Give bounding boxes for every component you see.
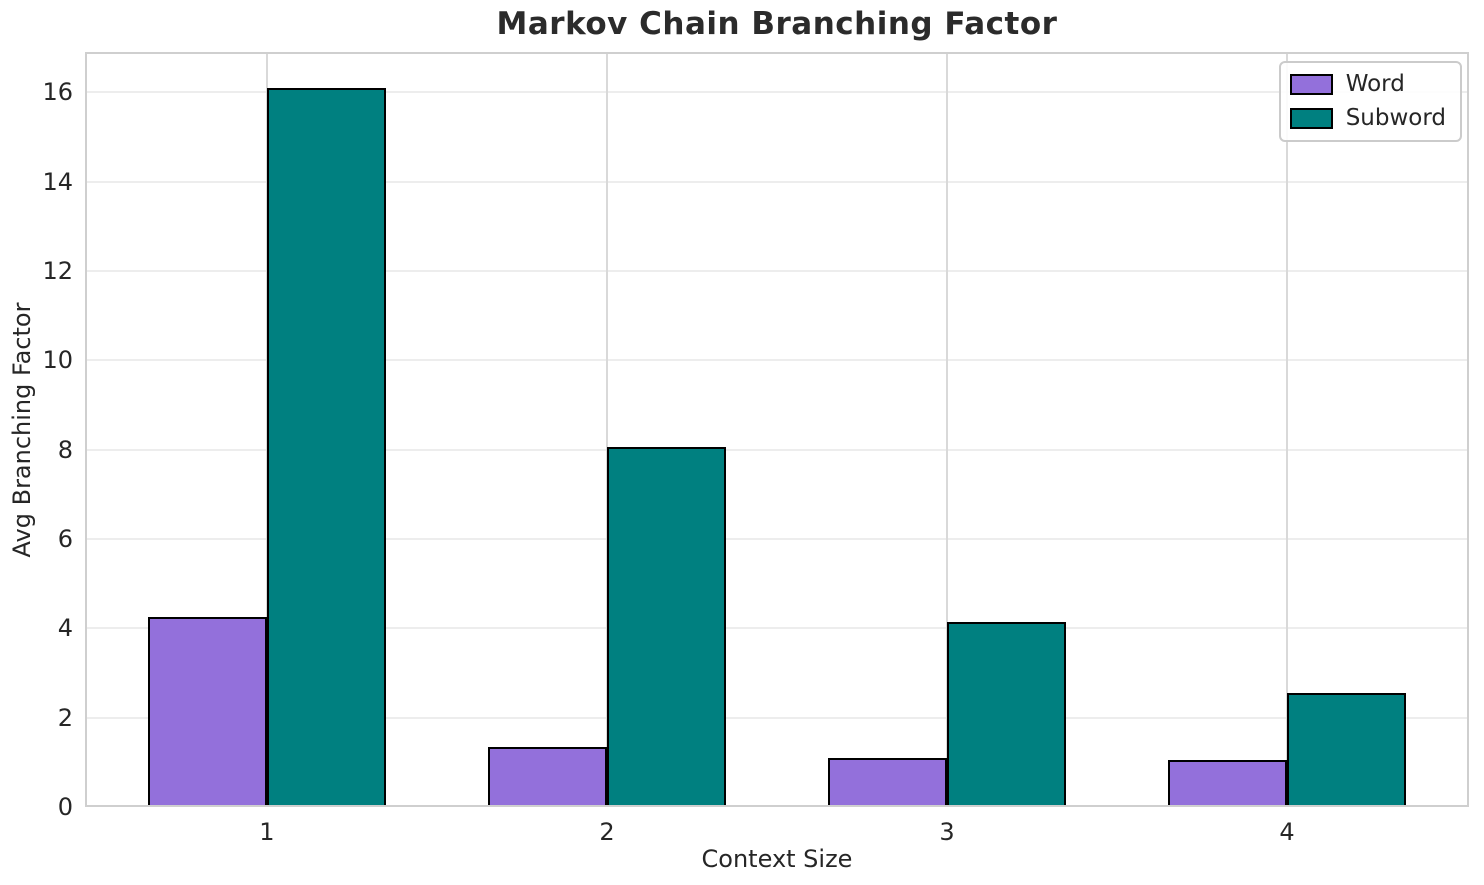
gridline-horizontal xyxy=(85,359,1469,362)
plot-area: Word Subword xyxy=(85,52,1469,807)
bar-subword-ctx1 xyxy=(266,87,386,807)
bar-subword-ctx3 xyxy=(947,621,1067,807)
x-tick-label: 4 xyxy=(1279,818,1295,846)
gridline-horizontal xyxy=(85,537,1469,540)
gridline-horizontal xyxy=(85,448,1469,451)
legend-swatch-word-icon xyxy=(1289,74,1333,95)
chart-title: Markov Chain Branching Factor xyxy=(496,6,1058,42)
gridline-vertical xyxy=(946,52,949,807)
x-tick-label: 3 xyxy=(939,818,955,846)
y-tick-label: 16 xyxy=(42,78,73,107)
y-tick-label: 14 xyxy=(42,167,73,196)
x-tick-label: 1 xyxy=(259,818,275,846)
bar-word-ctx2 xyxy=(487,746,607,807)
gridline-horizontal xyxy=(85,180,1469,183)
y-tick-label: 0 xyxy=(57,793,73,821)
gridline-horizontal xyxy=(85,91,1469,94)
legend-swatch-subword-icon xyxy=(1289,108,1333,129)
legend-label-subword: Subword xyxy=(1345,105,1446,131)
gridline-horizontal xyxy=(85,627,1469,630)
x-axis-label: Context Size xyxy=(701,845,853,873)
gridline-vertical xyxy=(605,52,608,807)
legend-item-word: Word xyxy=(1289,71,1446,98)
gridline-horizontal xyxy=(85,269,1469,272)
y-tick-label: 6 xyxy=(57,524,73,553)
bar-word-ctx3 xyxy=(828,757,948,807)
y-tick-label: 2 xyxy=(57,703,73,732)
y-tick-label: 12 xyxy=(42,256,73,285)
bar-word-ctx1 xyxy=(147,617,267,807)
y-axis-label: Avg Branching Factor xyxy=(8,302,36,558)
legend: Word Subword xyxy=(1278,61,1462,142)
gridline-vertical xyxy=(1286,52,1289,807)
y-tick-label: 4 xyxy=(57,614,73,643)
bar-word-ctx4 xyxy=(1168,760,1288,807)
gridline-horizontal xyxy=(85,716,1469,719)
bar-subword-ctx4 xyxy=(1287,693,1407,807)
bar-subword-ctx2 xyxy=(606,447,726,807)
legend-item-subword: Subword xyxy=(1289,105,1446,132)
legend-label-word: Word xyxy=(1345,71,1405,97)
y-tick-label: 8 xyxy=(57,435,73,464)
x-tick-label: 2 xyxy=(599,818,615,846)
y-tick-label: 10 xyxy=(42,346,73,375)
